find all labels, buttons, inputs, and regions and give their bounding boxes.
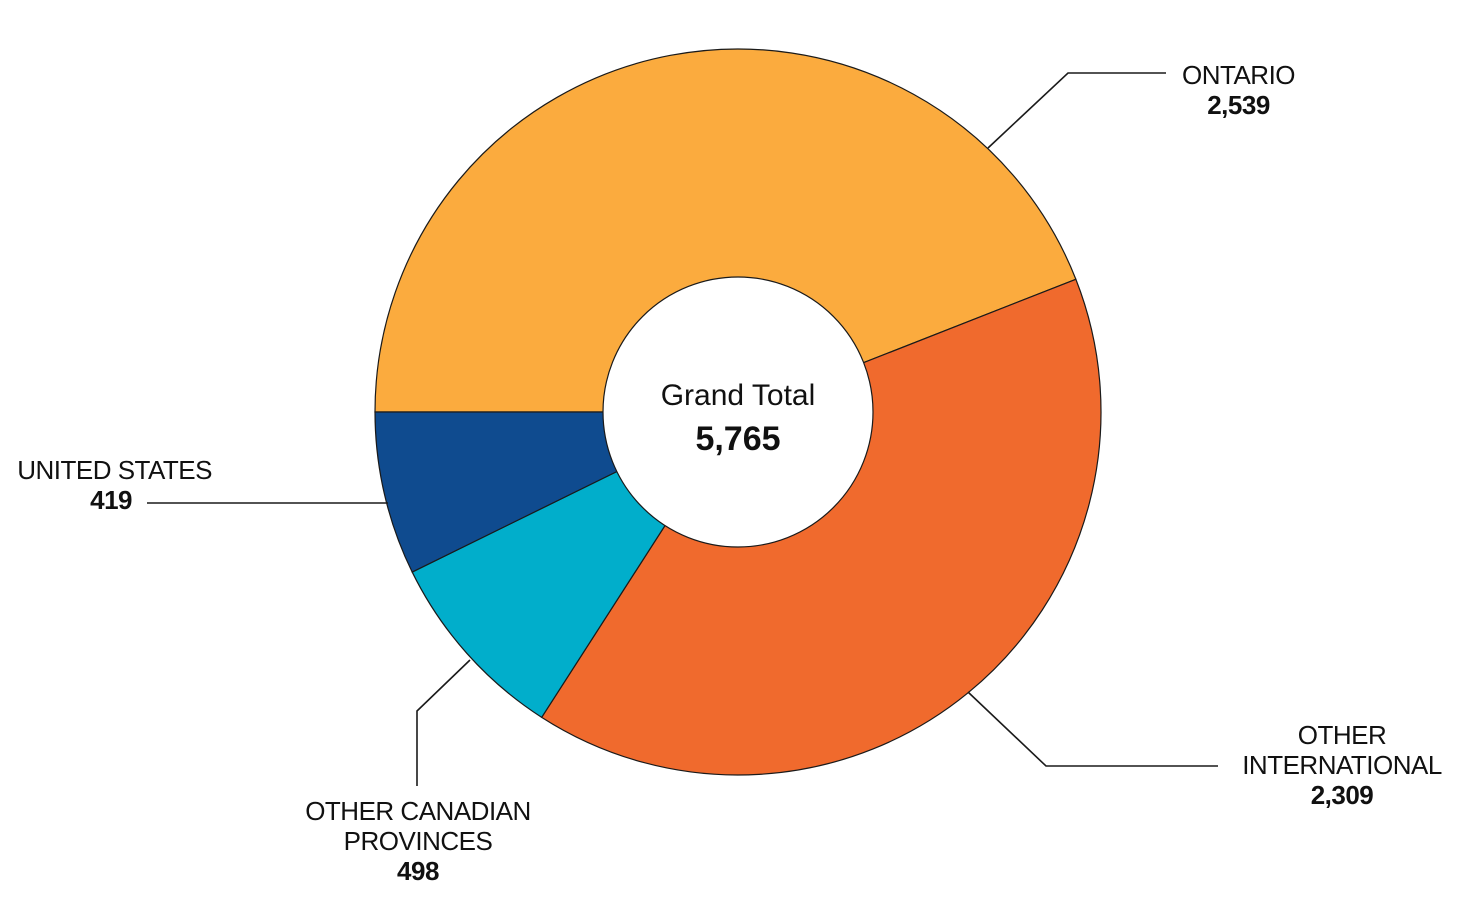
slice-value-ontario: 2,539	[1207, 90, 1270, 120]
slice-label-other-international: OTHER INTERNATIONAL	[1242, 720, 1442, 780]
slice-value-other-international: 2,309	[1310, 780, 1374, 810]
slice-label-other-canadian-provinces: OTHER CANADIAN PROVINCES	[305, 796, 531, 856]
slice-ontario	[374, 48, 1077, 413]
center-total: 5,765	[695, 420, 781, 458]
slice-value-other-canadian-provinces: 498	[397, 856, 439, 886]
label-other-canadian-provinces: OTHER CANADIAN PROVINCES 498	[283, 796, 553, 886]
leader-line-ontario	[987, 72, 1166, 149]
slice-label-united-states: UNITED STATES	[17, 455, 212, 485]
center-title: Grand Total	[660, 379, 816, 412]
leader-line-other-international	[967, 691, 1218, 767]
leader-line-other-canadian-provinces	[416, 659, 471, 786]
label-other-international: OTHER INTERNATIONAL 2,309	[1228, 720, 1456, 810]
slice-label-ontario: ONTARIO	[1182, 60, 1296, 90]
label-united-states: UNITED STATES 419	[0, 455, 212, 515]
label-ontario: ONTARIO 2,539	[1182, 60, 1296, 120]
donut-hole	[602, 276, 874, 548]
slice-value-united-states: 419	[90, 485, 132, 515]
